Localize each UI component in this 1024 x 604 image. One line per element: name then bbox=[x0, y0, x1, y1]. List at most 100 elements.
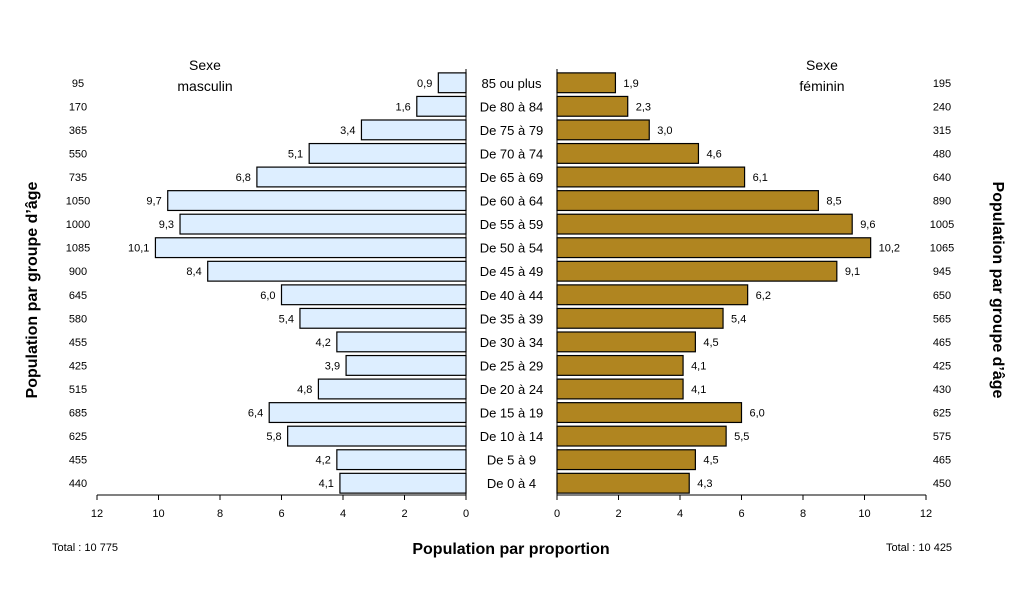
male-value-label-0: 0,9 bbox=[417, 78, 432, 90]
age-group-label-10: De 35 à 39 bbox=[480, 311, 544, 326]
female-x-tick-label-4: 8 bbox=[800, 508, 806, 520]
male-bar-14 bbox=[268, 402, 467, 424]
female-bar-8 bbox=[556, 260, 838, 282]
male-bar-10 bbox=[299, 307, 467, 329]
female-count-12: 425 bbox=[933, 360, 951, 372]
male-count-16: 455 bbox=[69, 455, 87, 467]
male-bar-7 bbox=[154, 237, 467, 259]
age-group-label-7: De 50 à 54 bbox=[480, 241, 544, 256]
female-x-tick-label-1: 2 bbox=[615, 508, 621, 520]
male-x-tick-label-0: 0 bbox=[463, 508, 469, 520]
female-value-label-15: 5,5 bbox=[734, 431, 749, 443]
male-heading-line-1: Sexe bbox=[189, 57, 221, 73]
female-count-14: 625 bbox=[933, 408, 951, 420]
male-x-tick-label-5: 10 bbox=[152, 508, 164, 520]
male-bar-3 bbox=[308, 142, 467, 164]
age-group-label-6: De 55 à 59 bbox=[480, 217, 544, 232]
male-x-tick-label-1: 2 bbox=[401, 508, 407, 520]
female-bar-10 bbox=[556, 307, 724, 329]
age-group-label-12: De 25 à 29 bbox=[480, 358, 544, 373]
age-group-label-0: 85 ou plus bbox=[482, 76, 542, 91]
text-layer: 0,9 1,9 85 ou plus 95 195 1,6 2,3 De 80 à 84 170… bbox=[24, 57, 1006, 558]
female-value-label-6: 9,6 bbox=[860, 219, 875, 231]
male-bar-15 bbox=[287, 425, 467, 447]
female-value-label-17: 4,3 bbox=[697, 478, 712, 490]
bars-layer bbox=[154, 72, 872, 494]
male-bar-12 bbox=[345, 354, 467, 376]
male-count-9: 645 bbox=[69, 290, 87, 302]
female-count-7: 1065 bbox=[930, 243, 954, 255]
male-count-4: 735 bbox=[69, 172, 87, 184]
female-bar-4 bbox=[556, 166, 746, 188]
male-count-3: 550 bbox=[69, 148, 87, 160]
age-group-label-11: De 30 à 34 bbox=[480, 335, 544, 350]
male-count-15: 625 bbox=[69, 431, 87, 443]
female-count-15: 575 bbox=[933, 431, 951, 443]
male-value-label-9: 6,0 bbox=[260, 290, 275, 302]
female-count-1: 240 bbox=[933, 101, 951, 113]
female-bar-5 bbox=[556, 190, 819, 212]
male-count-10: 580 bbox=[69, 313, 87, 325]
female-count-13: 430 bbox=[933, 384, 951, 396]
female-bar-1 bbox=[556, 95, 629, 117]
male-value-label-4: 6,8 bbox=[236, 172, 251, 184]
male-count-7: 1085 bbox=[66, 243, 90, 255]
age-group-label-3: De 70 à 74 bbox=[480, 146, 544, 161]
male-count-12: 425 bbox=[69, 360, 87, 372]
female-value-label-11: 4,5 bbox=[703, 337, 718, 349]
female-count-6: 1005 bbox=[930, 219, 954, 231]
female-x-tick-label-6: 12 bbox=[920, 508, 932, 520]
male-value-label-14: 6,4 bbox=[248, 408, 263, 420]
male-bar-9 bbox=[280, 284, 467, 306]
female-value-label-7: 10,2 bbox=[879, 243, 900, 255]
female-value-label-13: 4,1 bbox=[691, 384, 706, 396]
male-bar-5 bbox=[167, 190, 467, 212]
female-bar-16 bbox=[556, 449, 696, 471]
female-bar-7 bbox=[556, 237, 872, 259]
male-bar-1 bbox=[416, 95, 467, 117]
female-value-label-5: 8,5 bbox=[826, 196, 841, 208]
female-heading-line-1: Sexe bbox=[806, 57, 838, 73]
age-group-label-16: De 5 à 9 bbox=[487, 453, 536, 468]
female-bar-9 bbox=[556, 284, 749, 306]
male-value-label-6: 9,3 bbox=[159, 219, 174, 231]
male-x-tick-label-3: 6 bbox=[278, 508, 284, 520]
female-bar-0 bbox=[556, 72, 617, 94]
female-value-label-10: 5,4 bbox=[731, 313, 746, 325]
female-total: Total : 10 425 bbox=[886, 542, 952, 554]
male-bar-17 bbox=[339, 472, 467, 494]
female-bar-15 bbox=[556, 425, 727, 447]
female-count-16: 465 bbox=[933, 455, 951, 467]
male-bar-13 bbox=[317, 378, 467, 400]
male-bar-6 bbox=[179, 213, 467, 235]
male-value-label-11: 4,2 bbox=[316, 337, 331, 349]
right-y-axis-title: Population par groupe d’âge bbox=[989, 182, 1006, 399]
female-value-label-16: 4,5 bbox=[703, 455, 718, 467]
female-value-label-2: 3,0 bbox=[657, 125, 672, 137]
male-value-label-7: 10,1 bbox=[128, 243, 149, 255]
male-count-6: 1000 bbox=[66, 219, 90, 231]
female-bar-12 bbox=[556, 354, 684, 376]
male-count-13: 515 bbox=[69, 384, 87, 396]
male-count-11: 455 bbox=[69, 337, 87, 349]
male-total: Total : 10 775 bbox=[52, 542, 118, 554]
male-bar-11 bbox=[336, 331, 467, 353]
female-bar-2 bbox=[556, 119, 650, 141]
age-group-label-5: De 60 à 64 bbox=[480, 194, 544, 209]
female-count-8: 945 bbox=[933, 266, 951, 278]
male-value-label-3: 5,1 bbox=[288, 148, 303, 160]
female-value-label-9: 6,2 bbox=[756, 290, 771, 302]
female-bar-13 bbox=[556, 378, 684, 400]
male-count-0: 95 bbox=[72, 78, 84, 90]
female-x-tick-label-3: 6 bbox=[738, 508, 744, 520]
male-value-label-12: 3,9 bbox=[325, 360, 340, 372]
male-bar-0 bbox=[437, 72, 467, 94]
female-x-tick-label-0: 0 bbox=[554, 508, 560, 520]
female-bar-11 bbox=[556, 331, 696, 353]
male-heading-line-2: masculin bbox=[177, 78, 232, 94]
age-group-label-17: De 0 à 4 bbox=[487, 476, 536, 491]
age-group-label-8: De 45 à 49 bbox=[480, 264, 544, 279]
male-value-label-17: 4,1 bbox=[319, 478, 334, 490]
male-value-label-8: 8,4 bbox=[186, 266, 201, 278]
